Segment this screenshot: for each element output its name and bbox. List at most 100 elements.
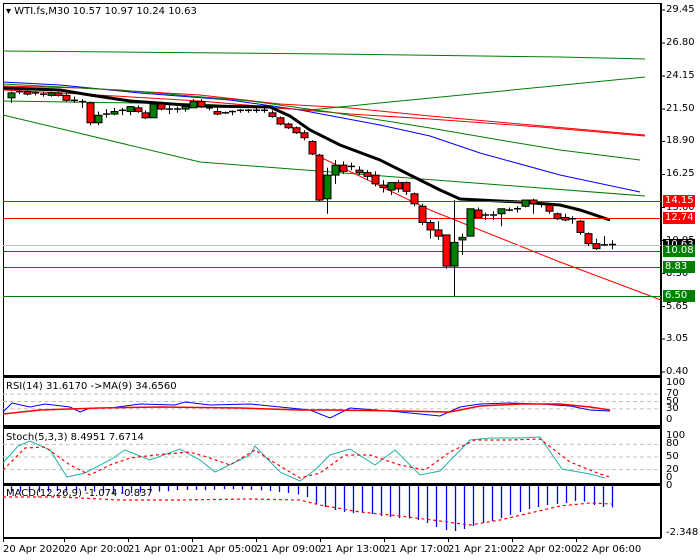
candle-body	[315, 154, 324, 201]
candle-body	[466, 208, 475, 237]
indicator-tick: 50	[666, 395, 679, 407]
candle-body	[7, 92, 16, 99]
trendline-green-lower	[2, 114, 646, 197]
candle-body	[47, 92, 56, 96]
candle-body	[592, 243, 601, 250]
stoch-signal-line	[2, 438, 611, 479]
time-label: 21 Apr 09:00	[256, 544, 322, 555]
candle-body	[331, 164, 340, 176]
candle-body	[545, 204, 554, 212]
candle-body	[276, 117, 285, 125]
candle-body	[426, 221, 435, 231]
indicator-tick: 20	[666, 463, 679, 475]
main-panel	[3, 3, 661, 376]
price-tag: 8.83	[663, 260, 695, 273]
candle-body	[371, 174, 380, 185]
stoch-main-line	[2, 436, 606, 482]
symbol-ohlc: WTI.fs,M30 10.57 10.97 10.24 10.63	[14, 6, 197, 17]
time-label: 21 Apr 01:00	[128, 544, 194, 555]
candle-body	[292, 127, 301, 134]
indicator-tick: 70	[666, 388, 679, 400]
candle-body	[497, 208, 506, 215]
candle-body	[126, 106, 135, 113]
price-tick: 16.25	[666, 168, 695, 180]
candle-body	[387, 182, 396, 191]
time-label: 20 Apr 20:00	[64, 544, 130, 555]
ma-green-top	[2, 50, 646, 60]
macd-signal-line	[3, 496, 613, 526]
indicator-tick: 0	[666, 414, 673, 425]
price-tick: 13.60	[666, 201, 695, 213]
candle-body	[529, 199, 538, 205]
rsi-ma-line	[2, 403, 611, 415]
candle-body	[553, 213, 562, 220]
indicator-tick: 50	[666, 451, 679, 462]
candle-body	[23, 91, 32, 95]
candle-body	[213, 111, 222, 115]
candle-body	[54, 92, 63, 96]
time-label: 22 Apr 06:00	[576, 544, 642, 555]
price-tick: 21.50	[666, 103, 695, 115]
candle-body	[379, 184, 388, 189]
ma-green-rising	[2, 76, 646, 111]
price-tick: 24.15	[666, 70, 695, 82]
candle-body	[149, 103, 158, 119]
macd-tick: 0	[666, 480, 673, 491]
candle-body	[410, 193, 419, 205]
candle-body	[576, 220, 585, 233]
candle-body	[363, 172, 372, 177]
chart-title[interactable]: ▾ WTI.fs,M30 10.57 10.97 10.24 10.63	[6, 6, 197, 17]
candle-body	[339, 164, 348, 172]
candle-body	[474, 209, 483, 218]
candle-body	[355, 169, 364, 174]
candle-body	[561, 216, 570, 221]
price-tick: 8.30	[666, 267, 689, 279]
price-tick: 26.80	[666, 37, 695, 49]
candle-body	[94, 114, 103, 124]
macd-tick: -2.348	[666, 527, 699, 538]
time-label: 21 Apr 13:00	[320, 544, 386, 555]
price-tick: 29.45	[666, 4, 695, 15]
time-label: 20 Apr 2020	[3, 544, 65, 555]
candle-body	[134, 107, 143, 113]
price-tag: 12.74	[663, 212, 695, 225]
candle-body	[450, 241, 459, 267]
candle-body	[268, 112, 277, 118]
macd-panel	[3, 485, 661, 538]
indicator-tick: 100	[666, 430, 686, 441]
candle-body	[521, 199, 530, 207]
time-label: 21 Apr 05:00	[192, 544, 258, 555]
candle-body	[181, 106, 190, 110]
indicator-tick: 30	[666, 402, 679, 414]
ma-green-mid	[2, 83, 641, 161]
candle-body	[308, 140, 317, 155]
candle-body	[394, 182, 403, 190]
indicator-tick: 80	[666, 438, 679, 450]
candle-body	[157, 103, 166, 110]
candle-body	[584, 233, 593, 245]
candle-body	[86, 102, 95, 124]
candle-body	[418, 205, 427, 223]
price-tick: 0.40	[666, 366, 689, 377]
price-tag: 14.15	[663, 194, 695, 207]
candle-body	[402, 182, 411, 192]
time-label: 22 Apr 02:00	[512, 544, 578, 555]
candle-body	[141, 112, 150, 119]
rsi-line	[2, 401, 611, 419]
price-tag: 6.50	[663, 289, 695, 302]
time-label: 21 Apr 21:00	[448, 544, 514, 555]
candle-body	[442, 234, 451, 267]
macd-title: MACD(12,26,9) -1.074 -0.837	[6, 488, 153, 499]
stoch-panel	[3, 428, 661, 484]
indicator-tick: 0	[666, 472, 673, 483]
indicator-tick: 100	[666, 377, 686, 388]
candle-body	[284, 123, 293, 129]
candle-body	[110, 111, 119, 115]
price-tag: 10.08	[663, 245, 695, 258]
candle-body	[323, 174, 332, 200]
price-tick: 3.05	[666, 332, 689, 344]
time-label: 21 Apr 17:00	[384, 544, 450, 555]
collapse-triangle-icon[interactable]: ▾	[6, 6, 12, 17]
candle-body	[62, 94, 71, 101]
